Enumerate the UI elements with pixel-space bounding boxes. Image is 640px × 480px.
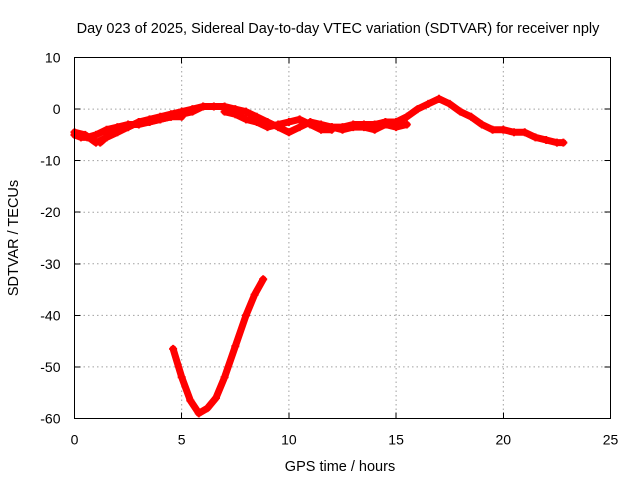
data-point [220, 107, 229, 116]
data-point [499, 125, 508, 134]
grid-lines [74, 57, 611, 419]
y-tick-label: -50 [40, 359, 60, 375]
axis-ticks [74, 57, 611, 419]
data-point [274, 120, 283, 129]
data-point [370, 125, 379, 134]
x-tick-label: 0 [71, 432, 79, 448]
data-point [113, 125, 122, 134]
data-point [242, 311, 251, 320]
data-point [306, 120, 315, 129]
data-point [134, 117, 143, 126]
data-point [559, 138, 568, 147]
data-point [96, 138, 105, 147]
data-point [402, 120, 411, 129]
data-point [317, 125, 326, 134]
data-point [194, 409, 203, 418]
data-point [166, 112, 175, 121]
x-tick-label: 10 [281, 432, 297, 448]
data-point [124, 123, 133, 132]
data-series [70, 94, 568, 418]
data-point [295, 123, 304, 132]
data-point [212, 393, 221, 402]
data-point [338, 125, 347, 134]
data-point [488, 125, 497, 134]
x-axis-label: GPS time / hours [285, 459, 395, 475]
data-point [169, 344, 178, 353]
data-point [252, 117, 261, 126]
data-point [91, 130, 100, 139]
x-tick-label: 20 [496, 432, 512, 448]
data-point [424, 99, 433, 108]
data-point [199, 102, 208, 111]
data-point [295, 115, 304, 124]
plot-frame [74, 57, 611, 419]
y-tick-labels: -60 -50 -40 -30 -20 -10 0 10 [40, 50, 60, 427]
data-point [177, 373, 186, 382]
series-line-6 [169, 275, 267, 417]
data-point [402, 112, 411, 121]
data-point [220, 373, 229, 382]
series-line-3 [96, 113, 186, 147]
data-point [392, 123, 401, 132]
data-point [349, 123, 358, 132]
y-axis-label: SDTVAR / TECUs [6, 180, 22, 296]
x-tick-label: 15 [388, 432, 404, 448]
y-tick-label: -40 [40, 307, 60, 323]
data-point [510, 128, 519, 137]
y-tick-label: -20 [40, 204, 60, 220]
data-point [477, 120, 486, 129]
data-point [145, 117, 154, 126]
data-point [263, 123, 272, 132]
y-tick-label: -10 [40, 153, 60, 169]
data-point [284, 117, 293, 126]
data-point [542, 136, 551, 145]
y-tick-label: -60 [40, 411, 60, 427]
data-point [250, 290, 259, 299]
chart-title: Day 023 of 2025, Sidereal Day-to-day VTE… [77, 21, 601, 37]
data-point [284, 128, 293, 137]
data-point [359, 123, 368, 132]
data-point [188, 105, 197, 114]
data-point [104, 130, 113, 139]
data-point [381, 120, 390, 129]
data-point [177, 112, 186, 121]
data-point [156, 115, 165, 124]
y-tick-label: -30 [40, 256, 60, 272]
data-point [242, 107, 251, 116]
data-point [467, 112, 476, 121]
y-tick-label: 0 [53, 101, 61, 117]
data-point [327, 123, 336, 132]
data-point [242, 115, 251, 124]
data-point [445, 99, 454, 108]
data-point [203, 404, 212, 413]
x-tick-label: 5 [178, 432, 186, 448]
data-point [531, 133, 540, 142]
x-tick-label: 25 [603, 432, 619, 448]
data-point [231, 110, 240, 119]
x-tick-labels: 0 5 10 15 20 25 [71, 432, 619, 448]
data-point [456, 107, 465, 116]
data-point [231, 342, 240, 351]
data-point [209, 102, 218, 111]
y-tick-label: 10 [45, 50, 61, 66]
data-point [434, 94, 443, 103]
data-point [259, 275, 268, 284]
data-point [520, 128, 529, 137]
data-point [413, 105, 422, 114]
data-point [186, 396, 195, 405]
data-point [81, 130, 90, 139]
